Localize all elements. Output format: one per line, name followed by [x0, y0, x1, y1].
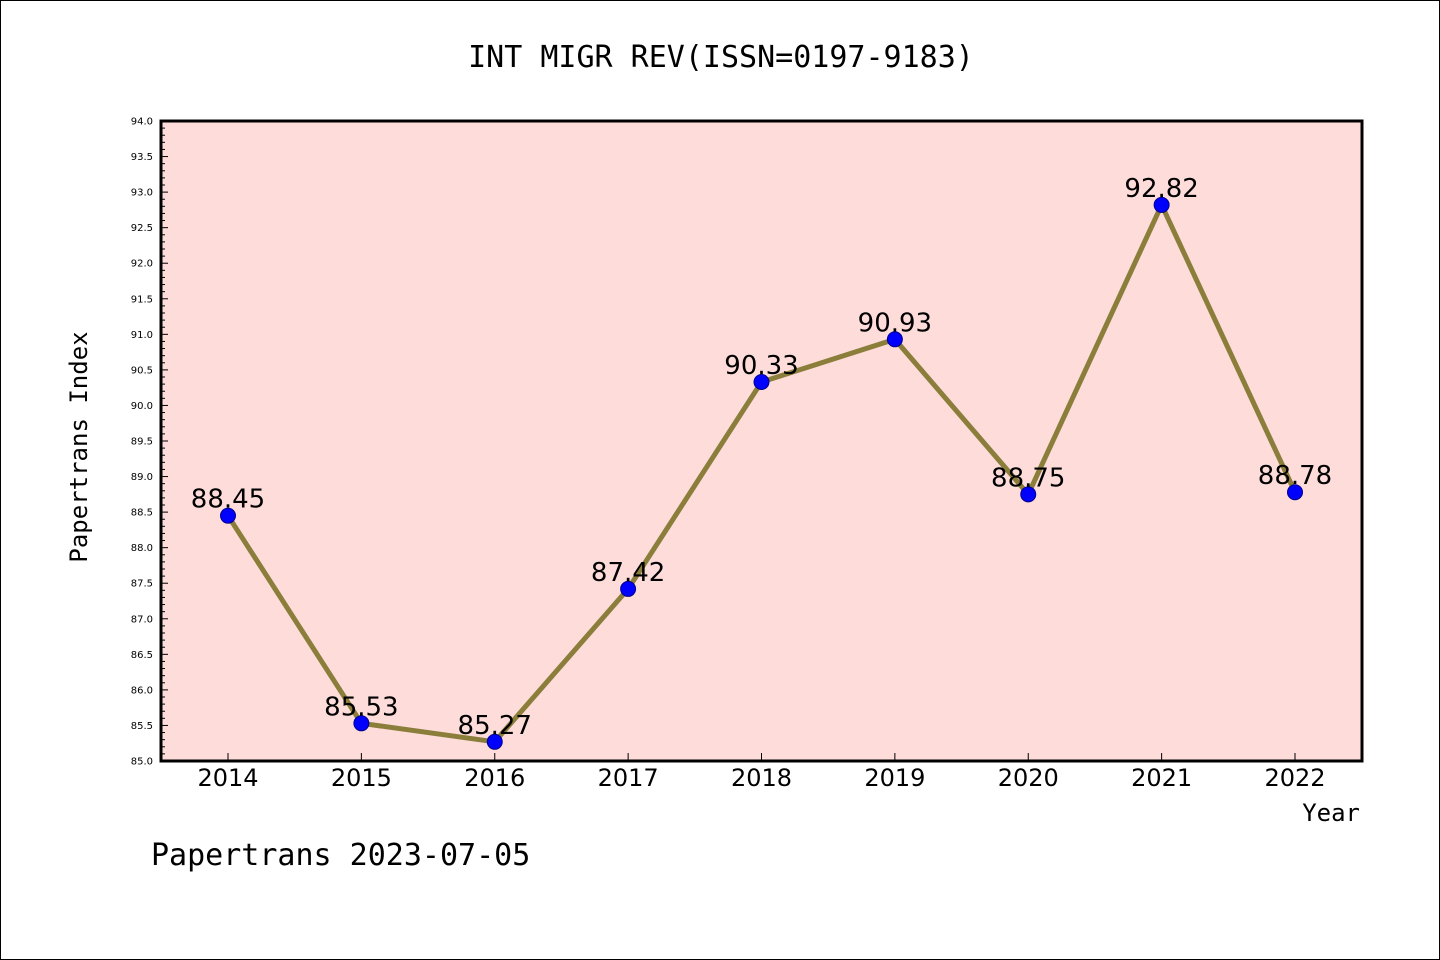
- chart-title: INT MIGR REV(ISSN=0197-9183): [468, 40, 974, 75]
- y-tick-label: 93.0: [131, 188, 153, 199]
- x-tick-label: 2014: [197, 764, 258, 792]
- y-tick-label: 85.0: [131, 757, 153, 768]
- y-tick-label: 87.0: [131, 614, 153, 625]
- x-tick-label: 2017: [598, 764, 659, 792]
- x-axis-label: Year: [1302, 799, 1360, 827]
- data-label: 88.45: [191, 485, 265, 515]
- x-tick-label: 2018: [731, 764, 792, 792]
- data-label: 87.42: [591, 558, 665, 588]
- data-label: 90.33: [724, 351, 798, 381]
- x-axis-ticks: 2014 2015 2016 2017 2018 2019 2020 2021 2022: [197, 753, 1326, 792]
- y-tick-label: 86.0: [131, 685, 153, 696]
- y-tick-label: 91.0: [131, 330, 153, 341]
- data-label: 85.53: [324, 692, 398, 722]
- plot-border: [159, 119, 1364, 763]
- y-tick-label: 92.5: [131, 223, 153, 234]
- plot-area: [161, 121, 1362, 761]
- y-tick-label: 85.5: [131, 721, 153, 732]
- x-tick-label: 2019: [864, 764, 925, 792]
- data-label: 90.93: [858, 308, 932, 338]
- footer-text: Papertrans 2023-07-05: [151, 838, 530, 873]
- data-point: [220, 507, 236, 524]
- x-tick-label: 2021: [1131, 764, 1192, 792]
- data-point: [620, 580, 637, 597]
- y-tick-label: 89.5: [131, 437, 153, 448]
- y-tick-label: 90.0: [131, 401, 153, 412]
- x-tick-label: 2015: [331, 764, 392, 792]
- y-tick-label: 89.0: [131, 472, 153, 483]
- data-point: [886, 331, 903, 348]
- data-point: [486, 733, 503, 750]
- y-axis-label: Papertrans Index: [65, 331, 93, 562]
- series-line-group: 88.45 85.53 85.27 87.42 90.33 90.93 88.75 92.82…: [191, 174, 1332, 750]
- y-tick-label: 90.5: [131, 365, 153, 376]
- data-point: [753, 373, 770, 390]
- data-point: [1153, 196, 1170, 213]
- x-tick-label: 2016: [464, 764, 525, 792]
- y-tick-label: 94.0: [131, 117, 153, 128]
- data-point: [353, 715, 370, 732]
- data-label: 85.27: [458, 711, 532, 741]
- data-label: 88.75: [991, 463, 1065, 493]
- data-label: 88.78: [1258, 461, 1332, 491]
- y-tick-label: 86.5: [131, 650, 153, 661]
- y-tick-label: 91.5: [131, 294, 153, 305]
- y-tick-label: 88.5: [131, 508, 153, 519]
- x-tick-label: 2020: [998, 764, 1059, 792]
- x-tick-label: 2022: [1264, 764, 1325, 792]
- data-point: [1287, 484, 1303, 501]
- y-tick-label: 87.5: [131, 579, 153, 590]
- data-point: [1020, 486, 1037, 503]
- y-tick-label: 93.5: [131, 152, 153, 163]
- y-tick-label: 88.0: [131, 543, 153, 554]
- y-tick-label: 92.0: [131, 259, 153, 270]
- data-label: 92.82: [1124, 174, 1198, 204]
